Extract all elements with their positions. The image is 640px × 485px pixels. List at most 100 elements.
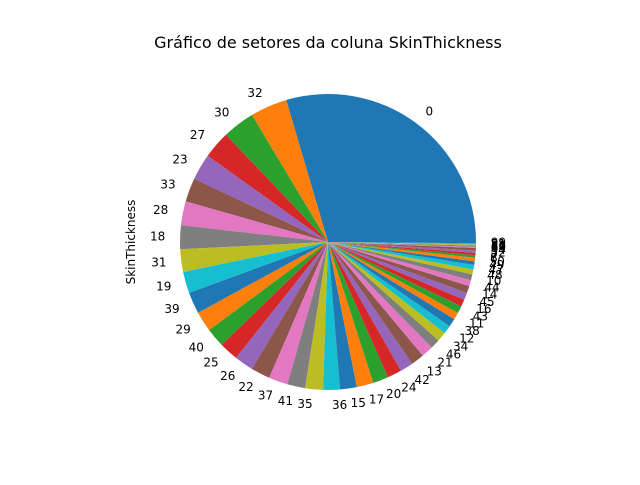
pie-label-12: 12	[459, 331, 474, 345]
pie-slice-56	[328, 242, 476, 246]
pie-label-35: 35	[297, 397, 312, 411]
pie-label-38: 38	[464, 324, 479, 338]
pie-slice-42	[328, 242, 413, 371]
pie-slice-23	[194, 155, 328, 242]
pie-slice-18	[179, 225, 328, 250]
chart-title: Gráfico de setores da coluna SkinThickne…	[154, 33, 502, 52]
pie-label-99: 99	[491, 236, 506, 250]
pie-label-44: 44	[484, 280, 499, 294]
pie-label-50: 50	[490, 254, 505, 268]
pie-slice-48	[328, 242, 474, 275]
pie-label-60: 60	[491, 240, 506, 254]
pie-slice-26	[235, 242, 328, 369]
pie-slice-45	[328, 242, 467, 300]
pie-slice-54	[328, 242, 476, 251]
pie-label-63: 63	[491, 241, 506, 255]
pie-slice-30	[225, 115, 328, 242]
pie-slice-15	[328, 242, 357, 390]
pie-label-45: 45	[479, 295, 494, 309]
pie-slice-31	[180, 242, 328, 273]
pie-slice-32	[251, 100, 328, 242]
pie-label-7: 7	[490, 248, 498, 262]
pie-label-30: 30	[214, 105, 229, 119]
pie-slice-10	[328, 242, 473, 281]
pie-label-14: 14	[482, 287, 497, 301]
pie-label-42: 42	[415, 373, 430, 387]
pie-slice-43	[328, 242, 462, 313]
pie-label-10: 10	[486, 274, 501, 288]
pie-label-28: 28	[153, 203, 168, 217]
pie-label-15: 15	[351, 396, 366, 410]
pie-label-47: 47	[488, 263, 503, 277]
pie-slice-51	[328, 242, 476, 245]
pie-label-48: 48	[487, 268, 502, 282]
pie-slice-99	[328, 242, 476, 244]
pie-slice-19	[183, 242, 328, 293]
pie-slice-47	[328, 242, 475, 270]
pie-label-16: 16	[476, 302, 491, 316]
pie-slice-37	[269, 242, 328, 385]
pie-label-17: 17	[369, 393, 384, 407]
pie-slice-0	[286, 93, 476, 242]
pie-label-31: 31	[151, 256, 166, 270]
pie-slice-46	[328, 242, 439, 348]
pie-slice-28	[180, 201, 328, 242]
pie-label-22: 22	[238, 380, 253, 394]
pie-label-13: 13	[427, 365, 442, 379]
pie-slice-33	[185, 178, 328, 242]
pie-slice-12	[328, 242, 450, 334]
pie-slice-16	[328, 242, 465, 307]
pie-label-0: 0	[426, 105, 434, 119]
pie-label-49: 49	[489, 258, 504, 272]
pie-slice-49	[328, 242, 475, 265]
pie-label-43: 43	[473, 309, 488, 323]
pie-label-52: 52	[490, 246, 505, 260]
pie-slice-60	[328, 242, 476, 247]
pie-slice-8	[328, 242, 476, 258]
pie-slice-50	[328, 242, 476, 262]
pie-label-36: 36	[332, 398, 347, 412]
pie-label-11: 11	[469, 316, 484, 330]
pie-slice-17	[328, 242, 374, 388]
pie-slice-27	[207, 134, 328, 242]
pie-slice-29	[198, 242, 328, 331]
pie-label-32: 32	[247, 86, 262, 100]
pie-slice-7	[328, 242, 476, 256]
pie-slice-41	[287, 242, 328, 389]
pie-label-21: 21	[437, 356, 452, 370]
pie-label-51: 51	[491, 237, 506, 251]
pie-slice-40	[209, 242, 328, 345]
pie-slice-20	[328, 242, 388, 383]
pie-slice-52	[328, 242, 476, 253]
y-axis-label: SkinThickness	[124, 200, 138, 285]
pie-label-41: 41	[278, 394, 293, 408]
pie-slice-63	[328, 242, 476, 249]
pie-label-18: 18	[150, 230, 165, 244]
pie-label-46: 46	[446, 347, 461, 361]
pie-slice-44	[328, 242, 471, 287]
pie-label-19: 19	[156, 280, 171, 294]
pie-label-29: 29	[176, 323, 191, 337]
pie-slice-11	[328, 242, 458, 320]
pie-slice-13	[328, 242, 423, 364]
pie-slice-38	[328, 242, 455, 327]
pie-label-27: 27	[190, 128, 205, 142]
pie-label-54: 54	[491, 243, 506, 257]
pie-label-24: 24	[401, 380, 416, 394]
pie-label-34: 34	[453, 339, 468, 353]
pie-slice-22	[251, 242, 328, 378]
pie-label-40: 40	[189, 340, 204, 354]
pie-slice-21	[328, 242, 432, 356]
pie-slice-36	[323, 242, 341, 391]
pie-label-8: 8	[490, 251, 498, 265]
pie-label-39: 39	[164, 302, 179, 316]
pie-slice-25	[221, 242, 328, 358]
pie-slice-35	[305, 242, 328, 390]
pie-label-25: 25	[203, 356, 218, 370]
pie-label-56: 56	[491, 238, 506, 252]
pie-slice-14	[328, 242, 470, 293]
pie-label-23: 23	[172, 152, 187, 166]
